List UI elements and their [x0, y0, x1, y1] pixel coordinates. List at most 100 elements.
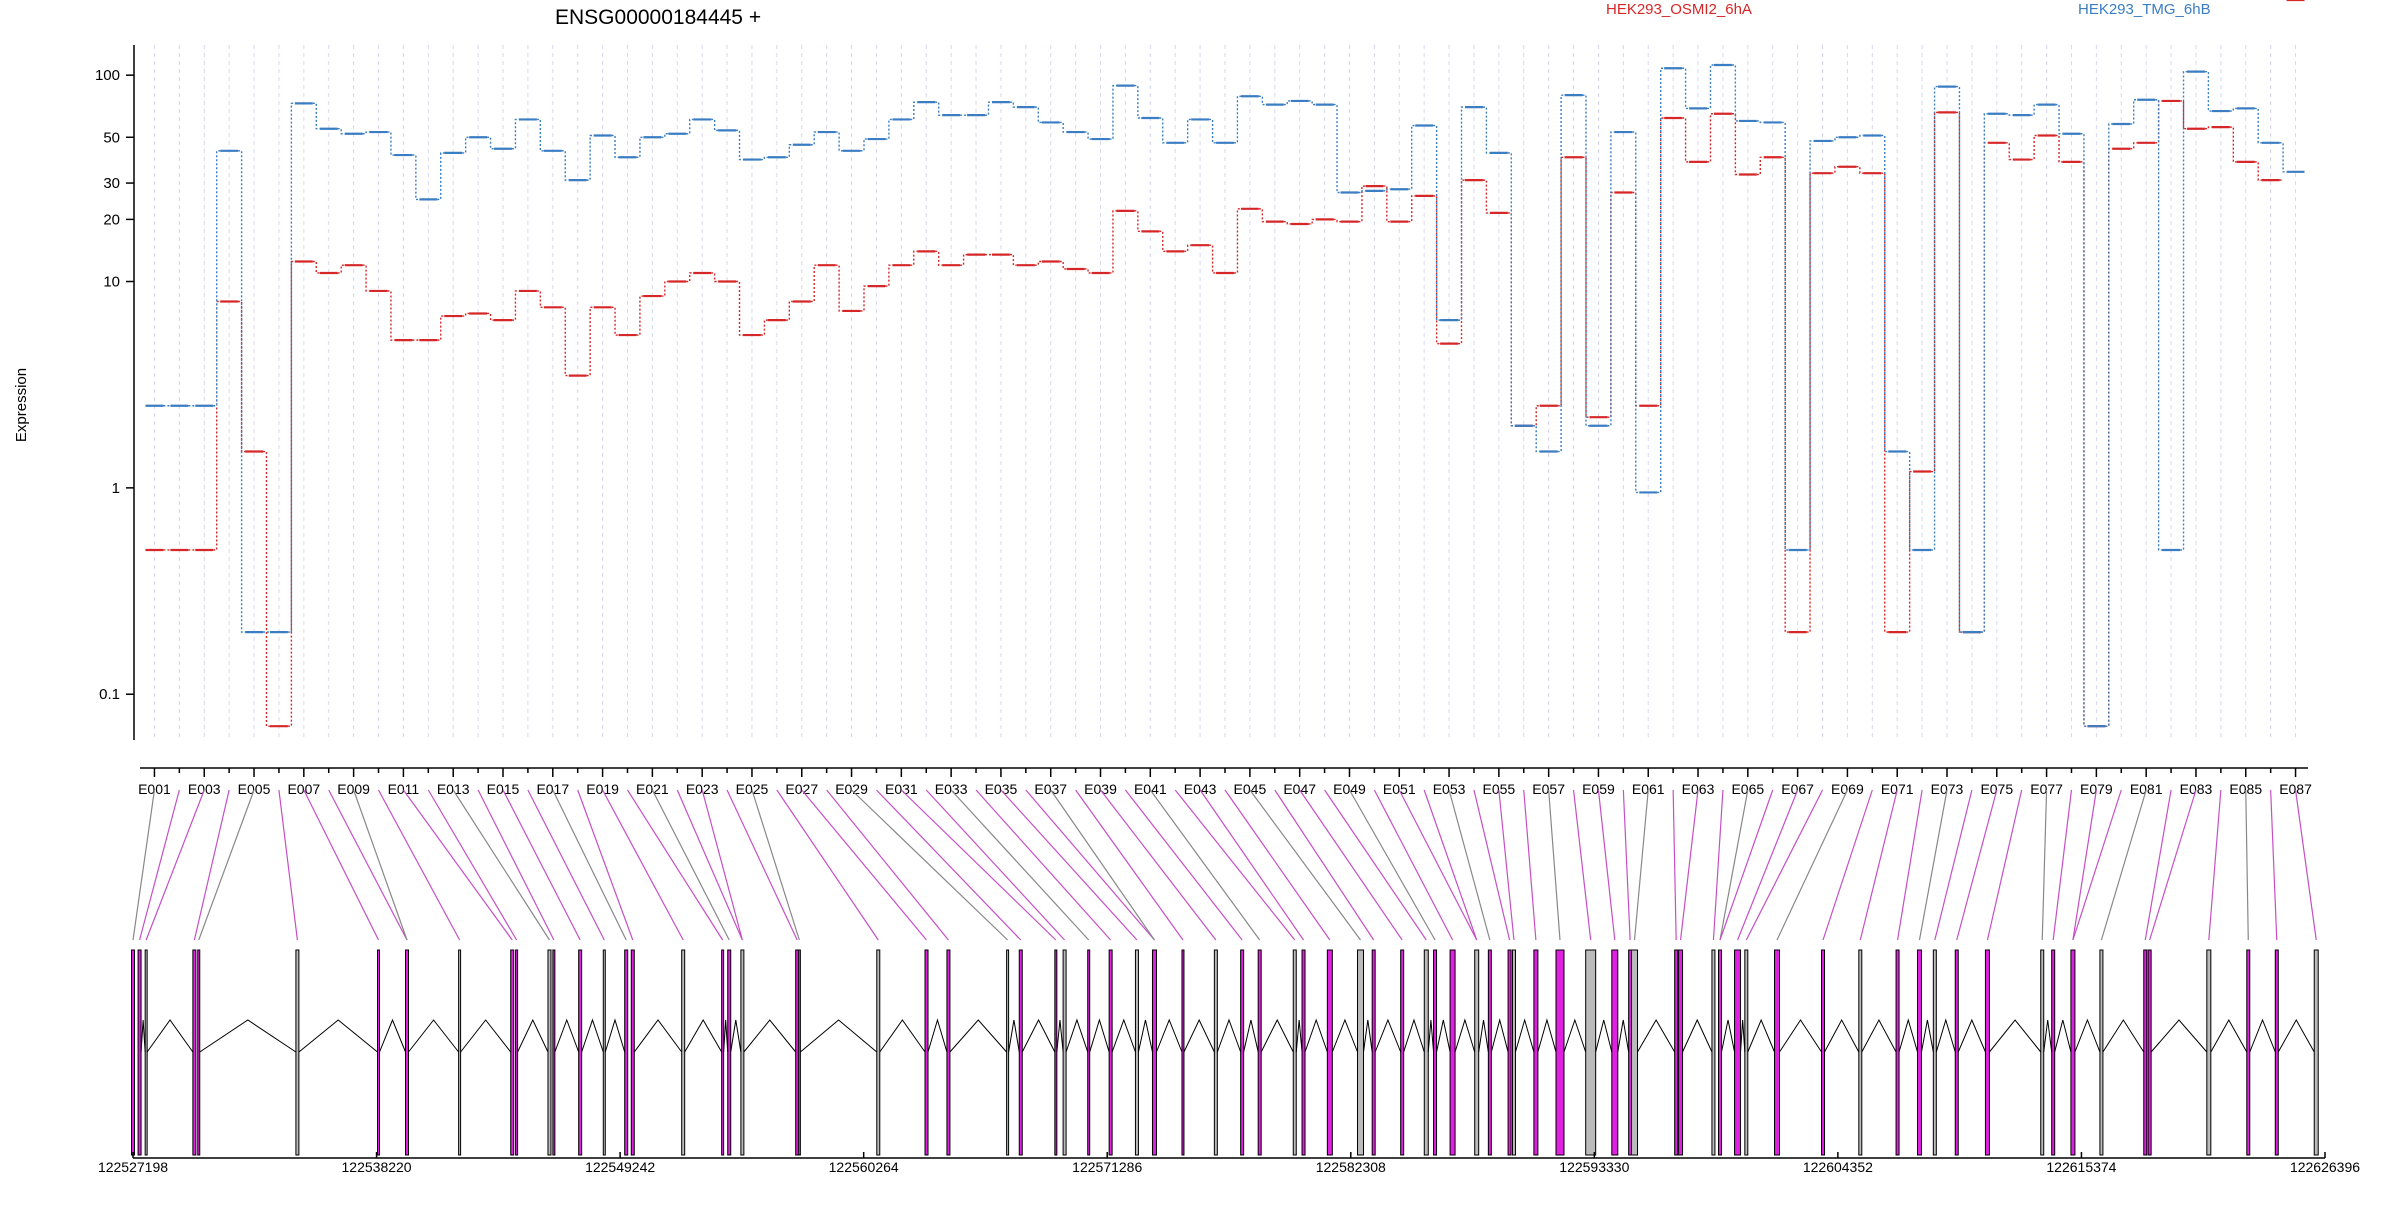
exon-connector — [145, 789, 205, 941]
exon-block — [192, 949, 197, 1156]
exon-block — [1774, 949, 1780, 1156]
exon-connector — [1025, 789, 1155, 941]
series-connector — [1134, 210, 1142, 233]
exon-block — [630, 949, 635, 1156]
exon-block — [1474, 949, 1480, 1156]
exon-connector — [900, 789, 1057, 941]
series-connector — [312, 260, 320, 274]
exon-block — [1511, 949, 1516, 1156]
exon-connector — [1000, 789, 1138, 941]
exon-connector — [577, 789, 634, 941]
series-connector — [1557, 156, 1565, 407]
exon-label: E043 — [1184, 781, 1217, 797]
series-connector — [561, 150, 569, 181]
series-connector — [1283, 220, 1291, 225]
exon-connector — [1622, 789, 1631, 941]
exon-label: E053 — [1433, 781, 1466, 797]
legend-series-a: HEK293_OSMI2_6hA — [1606, 1, 1752, 18]
intron-line — [604, 1018, 626, 1053]
y-tick-label: 30 — [103, 175, 120, 192]
intron-line — [517, 1018, 549, 1053]
exon-label: E027 — [785, 781, 818, 797]
exon-connector — [2100, 789, 2147, 941]
exon-connector — [1224, 789, 1331, 941]
series-connector — [686, 118, 694, 135]
exon-block — [1487, 949, 1492, 1156]
coordinate-label: 122582308 — [1316, 1159, 1386, 1175]
exon-label: E013 — [437, 781, 470, 797]
exon-connector — [2072, 789, 2122, 941]
series-connector — [287, 102, 295, 633]
series-connector — [711, 118, 719, 132]
exon-label: E035 — [985, 781, 1018, 797]
exon-connector — [132, 789, 156, 941]
intron-line — [1436, 1019, 1451, 1053]
exon-connector — [1672, 789, 1677, 941]
exon-tick-labels: E001 E003 E005 E007 E009 E011 E013 E015 E017 E019… — [138, 781, 2312, 797]
exon-connector — [626, 789, 724, 941]
series-connector — [1881, 134, 1889, 453]
intron-line — [1295, 1019, 1303, 1053]
coordinate-label: 122560264 — [829, 1159, 899, 1175]
exon-block — [2206, 949, 2212, 1156]
exon-block — [681, 949, 686, 1156]
exon-connector — [1572, 789, 1592, 941]
intron-line — [1935, 1018, 1956, 1053]
exon-connector — [477, 789, 555, 941]
exon-block — [1858, 949, 1863, 1156]
y-tick-label: 20 — [103, 211, 120, 228]
exon-connector — [353, 789, 408, 941]
exon-connector — [2041, 789, 2048, 941]
series-connector — [1607, 131, 1615, 427]
exon-block — [1984, 949, 1990, 1156]
series-connector — [2105, 123, 2113, 727]
series-connector — [1632, 191, 1640, 407]
series-connector — [2155, 99, 2163, 551]
y-tick-label: 50 — [103, 129, 120, 146]
exon-label: E037 — [1034, 781, 1067, 797]
exon-block — [1744, 949, 1749, 1156]
series-connector — [1831, 136, 1839, 142]
exon-connector — [1523, 789, 1537, 941]
exon-connector — [776, 789, 879, 941]
exon-connector — [1348, 789, 1436, 941]
intron-line — [1056, 1019, 1064, 1053]
intron-line — [1779, 1019, 1822, 1053]
intron-line — [1537, 1018, 1557, 1053]
intron-line — [1403, 1018, 1425, 1053]
series-connector — [1333, 218, 1341, 223]
legend-series-b: HEK293_TMG_6hB — [2078, 1, 2211, 18]
exon-label: E019 — [586, 781, 619, 797]
exon-connector — [1736, 789, 1799, 941]
exon-block — [137, 949, 142, 1156]
exon-connector — [377, 789, 461, 941]
exon-connector — [1199, 789, 1305, 941]
intron-line — [1021, 1018, 1056, 1053]
exon-connector — [1100, 789, 1217, 941]
exon-connector — [2052, 789, 2073, 941]
intron-line — [743, 1019, 797, 1053]
exon-connector — [1776, 789, 1848, 941]
exon-block — [721, 949, 725, 1156]
series-connector — [1756, 120, 1764, 124]
series-group — [145, 0, 2305, 728]
series-connector — [1109, 210, 1117, 274]
intron-line — [723, 1019, 729, 1053]
exon-block — [1292, 949, 1297, 1156]
exon-block — [1357, 949, 1365, 1156]
series-connector — [810, 264, 818, 303]
exon-connector — [1712, 789, 1724, 941]
exon-block — [2070, 949, 2076, 1156]
series-connector — [487, 136, 495, 150]
series-connector — [1731, 64, 1739, 122]
series-connector — [2229, 126, 2237, 163]
series-connector — [785, 300, 793, 321]
exon-label: E055 — [1483, 781, 1516, 797]
exon-label: E075 — [1980, 781, 2013, 797]
series-connector — [1806, 140, 1814, 551]
series-connector — [1009, 253, 1017, 266]
exon-block — [2040, 949, 2045, 1156]
y-tick-label: 0.1 — [99, 686, 120, 703]
exon-connector — [1597, 789, 1616, 941]
